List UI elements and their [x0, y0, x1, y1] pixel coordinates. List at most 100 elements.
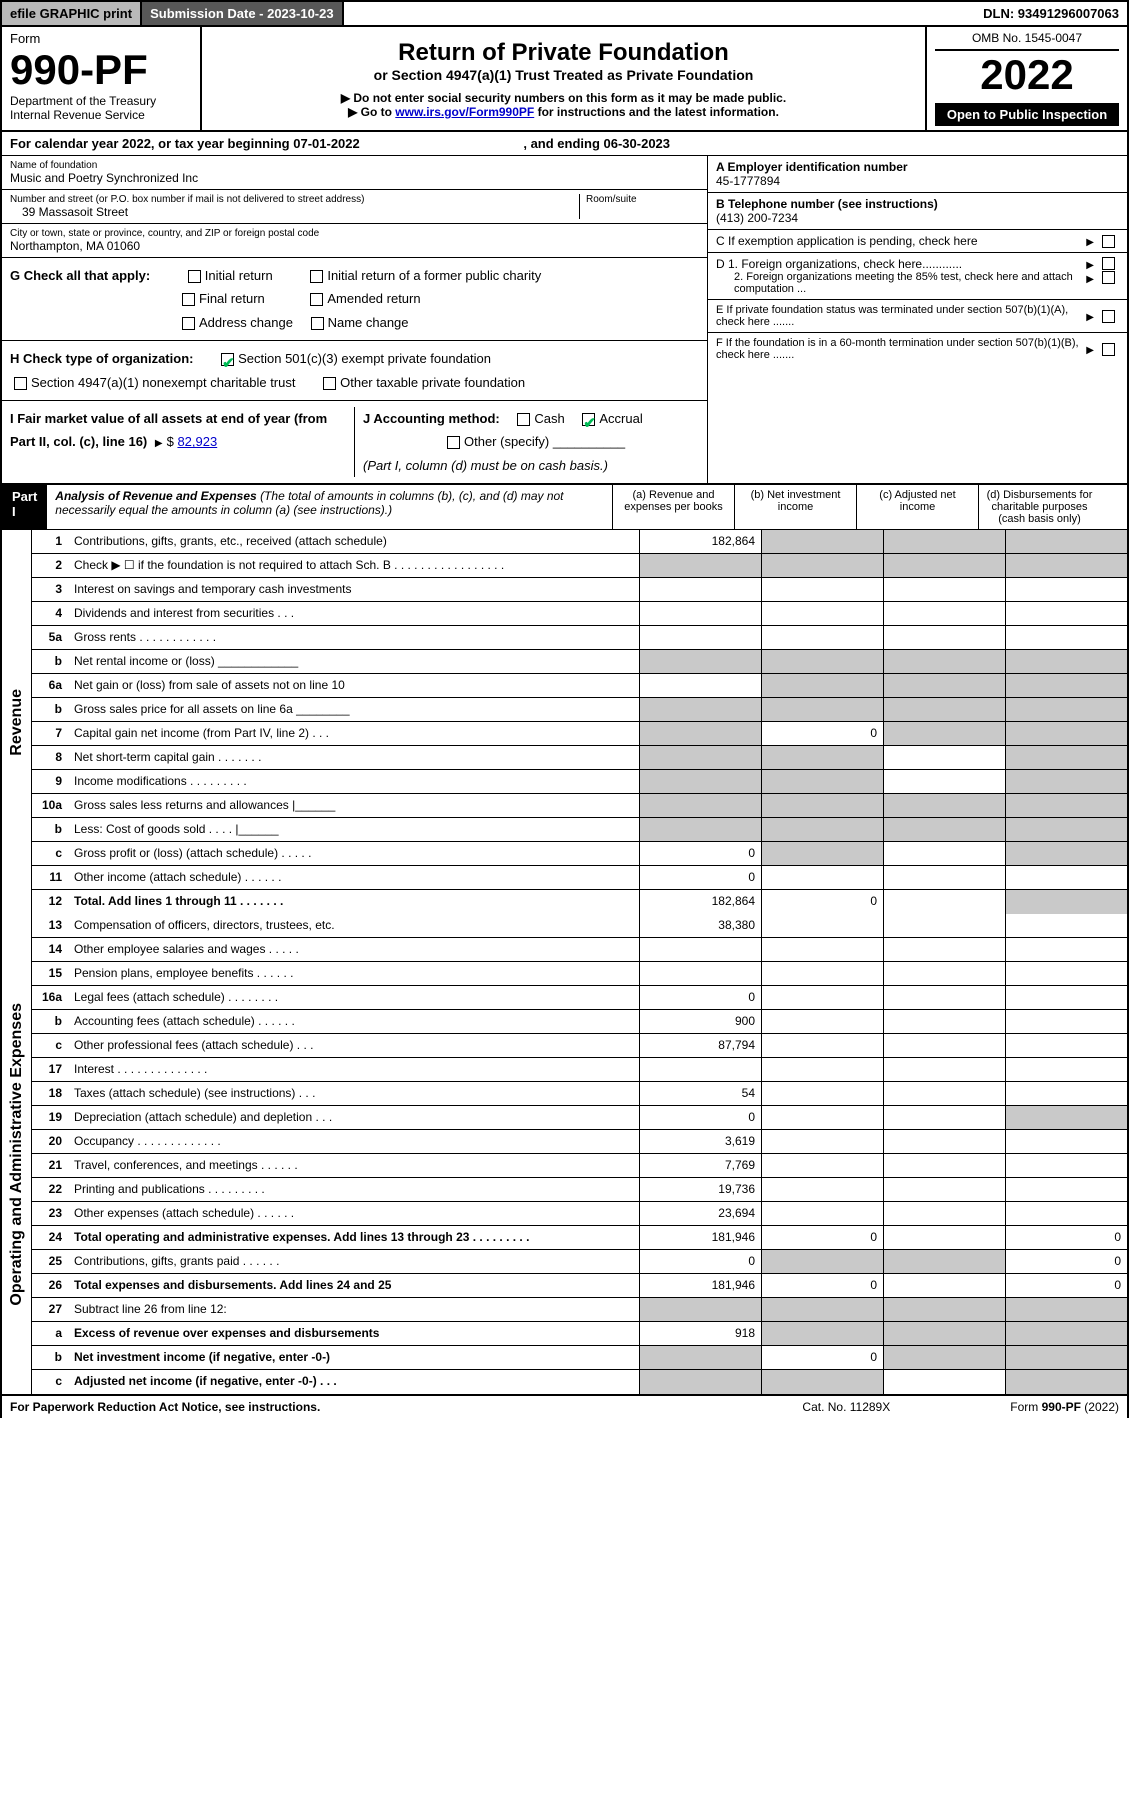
- street-value: 39 Massasoit Street: [10, 205, 579, 219]
- line-number: c: [32, 1370, 68, 1394]
- chk-final-return[interactable]: [182, 293, 195, 306]
- ein-value: 45-1777894: [716, 174, 780, 188]
- table-row: 5aGross rents . . . . . . . . . . . .: [32, 626, 1127, 650]
- cell-b: [761, 626, 883, 649]
- part1-desc: Analysis of Revenue and Expenses (The to…: [47, 485, 612, 529]
- cell-a: 19,736: [639, 1178, 761, 1201]
- cell-a: 0: [639, 1106, 761, 1129]
- table-row: bNet rental income or (loss) ___________…: [32, 650, 1127, 674]
- chk-accrual[interactable]: [582, 413, 595, 426]
- c-box: C If exemption application is pending, c…: [708, 230, 1127, 253]
- note2-post: for instructions and the latest informat…: [534, 105, 779, 119]
- dept-line-2: Internal Revenue Service: [10, 108, 192, 122]
- cell-a: [639, 1346, 761, 1369]
- cell-c: [883, 698, 1005, 721]
- f-box: F If the foundation is in a 60-month ter…: [708, 333, 1127, 365]
- cell-dd: [1005, 626, 1127, 649]
- cal-begin: 07-01-2022: [293, 136, 360, 151]
- arrow-icon: [1082, 257, 1098, 271]
- cell-a: 0: [639, 866, 761, 889]
- chk-f[interactable]: [1102, 343, 1115, 356]
- opt-other-taxable: Other taxable private foundation: [340, 375, 525, 390]
- chk-c[interactable]: [1102, 235, 1115, 248]
- cell-b: 0: [761, 1346, 883, 1369]
- foundation-name-box: Name of foundation Music and Poetry Sync…: [2, 156, 707, 190]
- cell-a: [639, 770, 761, 793]
- j-note: (Part I, column (d) must be on cash basi…: [363, 458, 608, 473]
- cell-b: [761, 1034, 883, 1057]
- cell-c: [883, 602, 1005, 625]
- title-col: Return of Private Foundation or Section …: [202, 27, 927, 130]
- opt-name-change: Name change: [328, 315, 409, 330]
- chk-d2[interactable]: [1102, 271, 1115, 284]
- chk-d1[interactable]: [1102, 257, 1115, 270]
- cell-c: [883, 1178, 1005, 1201]
- line-number: 27: [32, 1298, 68, 1321]
- line-desc: Gross rents . . . . . . . . . . . .: [68, 626, 639, 649]
- arrow-icon: [1082, 271, 1098, 295]
- year-col: OMB No. 1545-0047 2022 Open to Public In…: [927, 27, 1127, 130]
- cell-c: [883, 914, 1005, 937]
- line-desc: Adjusted net income (if negative, enter …: [68, 1370, 639, 1394]
- opt-4947: Section 4947(a)(1) nonexempt charitable …: [31, 375, 295, 390]
- cell-dd: [1005, 1298, 1127, 1321]
- chk-e[interactable]: [1102, 310, 1115, 323]
- cell-b: 0: [761, 1274, 883, 1297]
- cell-c: [883, 1130, 1005, 1153]
- cell-c: [883, 554, 1005, 577]
- phone-label: B Telephone number (see instructions): [716, 197, 938, 211]
- table-row: 3Interest on savings and temporary cash …: [32, 578, 1127, 602]
- form-number-col: Form 990-PF Department of the Treasury I…: [2, 27, 202, 130]
- cell-b: [761, 1106, 883, 1129]
- chk-initial-former[interactable]: [310, 270, 323, 283]
- cell-dd: [1005, 938, 1127, 961]
- cell-c: [883, 842, 1005, 865]
- calendar-year-line: For calendar year 2022, or tax year begi…: [0, 132, 1129, 156]
- cell-a: [639, 1370, 761, 1394]
- note-2: ▶ Go to www.irs.gov/Form990PF for instru…: [210, 105, 917, 119]
- cell-c: [883, 626, 1005, 649]
- chk-other-method[interactable]: [447, 436, 460, 449]
- cell-b: [761, 914, 883, 937]
- cell-a: 23,694: [639, 1202, 761, 1225]
- f-label: F If the foundation is in a 60-month ter…: [716, 337, 1082, 361]
- table-row: 2Check ▶ ☐ if the foundation is not requ…: [32, 554, 1127, 578]
- cell-dd: [1005, 578, 1127, 601]
- line-number: c: [32, 842, 68, 865]
- expenses-text: Operating and Administrative Expenses: [8, 1003, 26, 1306]
- footer-left: For Paperwork Reduction Act Notice, see …: [10, 1400, 320, 1414]
- table-row: 16aLegal fees (attach schedule) . . . . …: [32, 986, 1127, 1010]
- cell-b: [761, 770, 883, 793]
- table-row: 12Total. Add lines 1 through 11 . . . . …: [32, 890, 1127, 914]
- cell-b: [761, 794, 883, 817]
- cell-c: [883, 1154, 1005, 1177]
- chk-name-change[interactable]: [311, 317, 324, 330]
- street-box: Number and street (or P.O. box number if…: [2, 190, 707, 224]
- chk-cash[interactable]: [517, 413, 530, 426]
- cell-a: 918: [639, 1322, 761, 1345]
- instructions-link[interactable]: www.irs.gov/Form990PF: [395, 105, 534, 119]
- arrow-icon: [151, 434, 167, 449]
- cell-b: [761, 1058, 883, 1081]
- chk-address-change[interactable]: [182, 317, 195, 330]
- h-checks: H Check type of organization: Section 50…: [2, 341, 707, 401]
- chk-initial-return[interactable]: [188, 270, 201, 283]
- cell-dd: [1005, 770, 1127, 793]
- cell-c: [883, 1298, 1005, 1321]
- table-row: bNet investment income (if negative, ent…: [32, 1346, 1127, 1370]
- revenue-text: Revenue: [8, 689, 26, 756]
- table-row: 26Total expenses and disbursements. Add …: [32, 1274, 1127, 1298]
- line-desc: Total operating and administrative expen…: [68, 1226, 639, 1249]
- cell-c: [883, 722, 1005, 745]
- line-desc: Pension plans, employee benefits . . . .…: [68, 962, 639, 985]
- line-desc: Printing and publications . . . . . . . …: [68, 1178, 639, 1201]
- chk-amended[interactable]: [310, 293, 323, 306]
- opt-initial-return: Initial return: [205, 268, 273, 283]
- cell-a: [639, 650, 761, 673]
- chk-4947[interactable]: [14, 377, 27, 390]
- chk-other-taxable[interactable]: [323, 377, 336, 390]
- cell-b: [761, 674, 883, 697]
- line-number: 21: [32, 1154, 68, 1177]
- line-desc: Legal fees (attach schedule) . . . . . .…: [68, 986, 639, 1009]
- chk-501c3[interactable]: [221, 353, 234, 366]
